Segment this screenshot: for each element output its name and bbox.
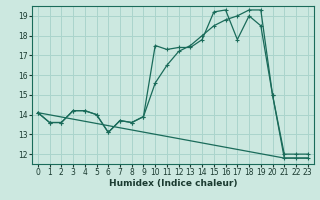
X-axis label: Humidex (Indice chaleur): Humidex (Indice chaleur)	[108, 179, 237, 188]
